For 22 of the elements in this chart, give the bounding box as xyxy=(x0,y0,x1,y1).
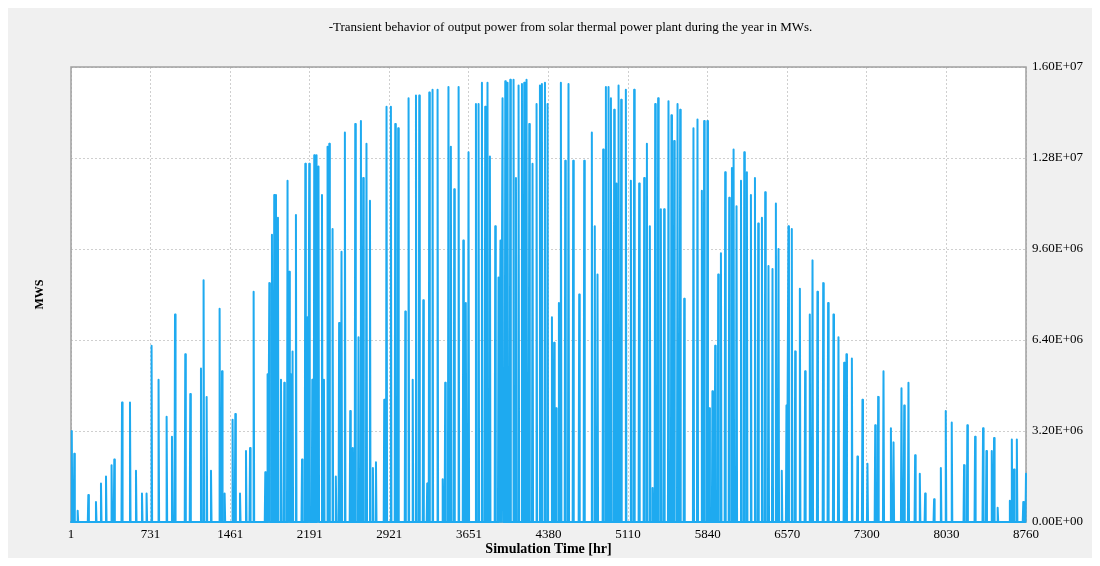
y-tick-label: 1.60E+07 xyxy=(1032,58,1084,74)
y-tick-label: 9.60E+06 xyxy=(1032,240,1084,256)
x-tick-label: 2921 xyxy=(376,526,403,542)
x-tick-label: 3651 xyxy=(455,526,482,542)
x-tick-label: 7300 xyxy=(853,526,880,542)
x-tick-label: 4380 xyxy=(535,526,562,542)
x-tick-label: 8030 xyxy=(933,526,960,542)
y-axis-title: MWS xyxy=(32,279,47,310)
x-tick-label: 1461 xyxy=(217,526,244,542)
x-tick-label: 5840 xyxy=(694,526,721,542)
y-tick-label: 6.40E+06 xyxy=(1032,331,1084,347)
x-tick-label: 6570 xyxy=(774,526,801,542)
x-tick-label: 2191 xyxy=(296,526,323,542)
x-tick-label: 8760 xyxy=(1013,526,1039,542)
y-tick-label: 1.28E+07 xyxy=(1032,149,1084,165)
y-tick-label: 3.20E+06 xyxy=(1032,422,1084,438)
x-axis-title: Simulation Time [hr] xyxy=(485,541,612,557)
x-tick-label: 5110 xyxy=(615,526,641,542)
x-tick-label: 1 xyxy=(67,526,75,542)
y-tick-label: 0.00E+00 xyxy=(1032,513,1084,529)
chart-title: -Transient behavior of output power from solar thermal power plant during the year in MWs. xyxy=(328,19,813,35)
x-tick-label: 731 xyxy=(140,526,161,542)
